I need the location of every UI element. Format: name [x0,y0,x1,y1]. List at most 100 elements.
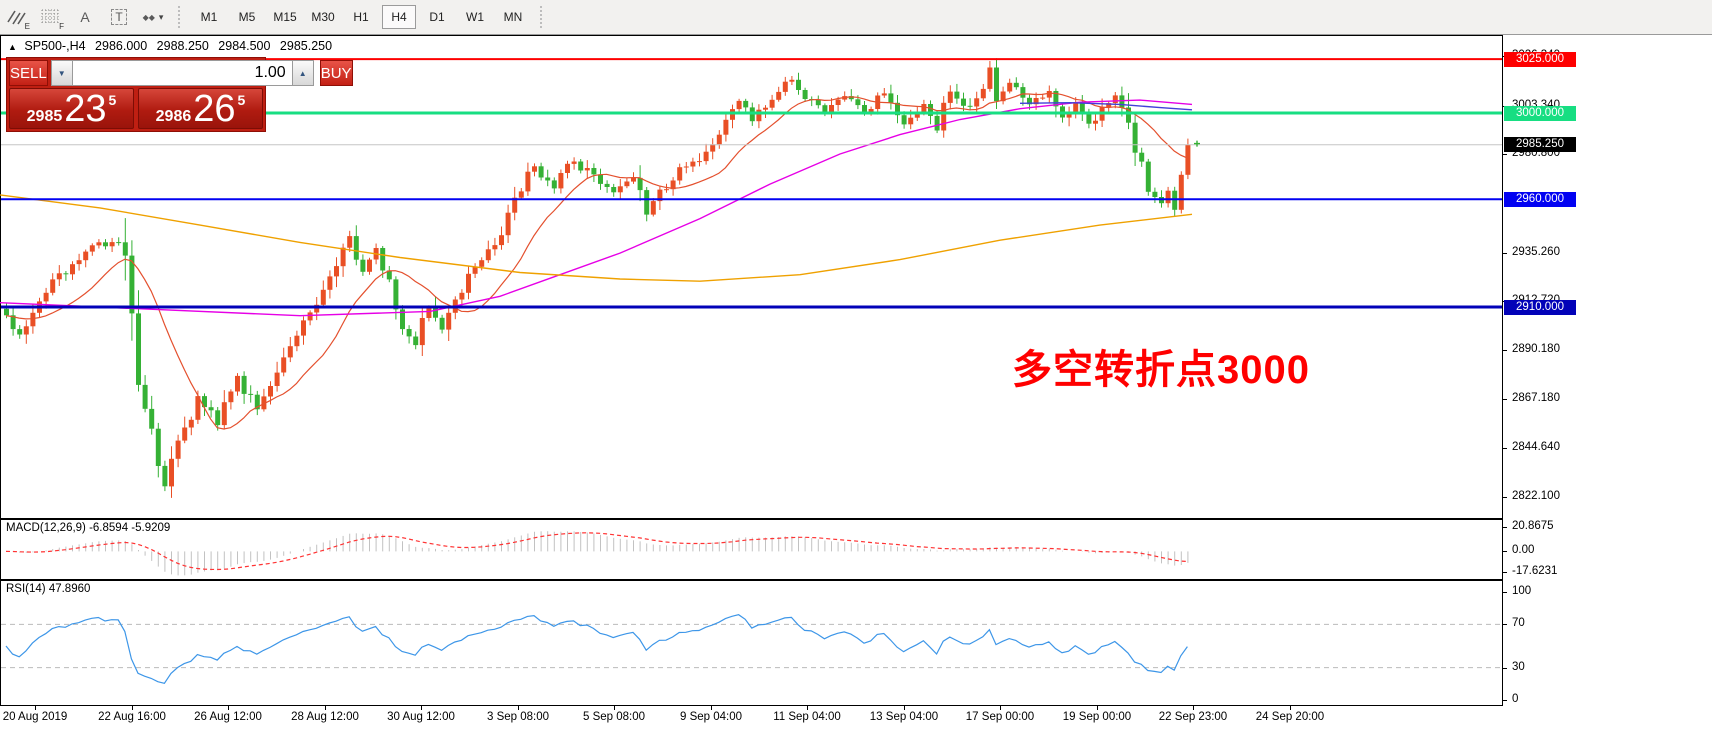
time-tick-mark [1193,706,1194,710]
ma-fast-red [5,92,1188,430]
macd-indicator-label: MACD(12,26,9) -6.8594 -5.9209 [6,522,171,534]
time-label: 22 Sep 23:00 [1158,711,1228,723]
time-tick-mark [1000,706,1001,710]
indicators-hatch-icon[interactable]: E [6,5,30,31]
chart-title-bar: ▲ SP500-,H4 2986.000 2988.250 2984.500 2… [8,39,338,53]
rsi-tick-mark [1503,624,1507,625]
macd-axis-label: -17.6231 [1512,565,1558,577]
timeframe-h4[interactable]: H4 [382,5,416,29]
rsi-tick-mark [1503,700,1507,701]
time-label: 3 Sep 08:00 [486,711,550,723]
textbox-icon[interactable]: T [108,5,130,29]
bar-high-value: 2988.250 [156,39,209,53]
price-tick-mark [1503,350,1507,351]
volume-increase-button[interactable]: ▲ [291,60,314,86]
down-arrow-icon: ▼ [57,68,66,78]
rsi-panel-canvas[interactable] [0,580,1503,706]
macd-tick-mark [1503,527,1507,528]
textbox-icon-glyph: T [111,9,127,25]
time-label: 17 Sep 00:00 [965,711,1035,723]
ma-magenta [0,99,1193,317]
grid-icon[interactable]: F [40,5,64,31]
bid-prefix: 2985 [26,108,63,125]
macd-panel-canvas[interactable] [0,519,1503,580]
timeframe-m5[interactable]: M5 [238,10,256,24]
time-tick-mark [1290,706,1291,710]
objects-icon-glyph: ◆◆ [142,12,155,22]
rsi-tick-mark [1503,592,1507,593]
ma-blue [1019,101,1193,111]
price-tick-mark [1503,253,1507,254]
rsi-axis-label: 100 [1512,585,1532,597]
drawing-tools-group: E F A T ◆◆ ▾ [0,5,170,31]
text-label-icon-glyph: A [80,9,90,25]
timeframe-d1[interactable]: D1 [429,10,445,24]
time-tick-mark [228,706,229,710]
time-label: 22 Aug 16:00 [98,711,166,723]
toolbar-separator [178,6,182,28]
bar-open-value: 2986.000 [95,39,148,53]
price-badge-3000-000: 3000.000 [1504,106,1576,121]
price-tick-label: 2844.640 [1512,441,1560,453]
price-axis[interactable]: 3026.3403003.3402980.8002935.2602912.720… [1503,35,1712,729]
sell-price-button[interactable]: 2985 23 5 [9,88,134,129]
time-tick-mark [711,706,712,710]
price-tick-label: 2890.180 [1512,343,1560,355]
symbol-label: SP500-,H4 [24,39,86,53]
price-tick-mark [1503,399,1507,400]
buy-price-button[interactable]: 2986 26 5 [138,88,263,129]
timeframe-m1[interactable]: M1 [200,10,218,24]
volume-decrease-button[interactable]: ▼ [50,60,73,86]
order-panel-quote-row: 2985 23 5 2986 26 5 [9,88,263,129]
timeframe-h1[interactable]: H1 [353,10,369,24]
price-badge-2985-250: 2985.250 [1504,137,1576,152]
price-tick-label: 2822.100 [1512,490,1560,502]
time-tick-mark [807,706,808,710]
time-label: 28 Aug 12:00 [291,711,359,723]
bar-low-value: 2984.500 [218,39,271,53]
text-label-icon[interactable]: A [74,5,96,29]
time-tick-mark [421,706,422,710]
timeframe-w1[interactable]: W1 [466,10,484,24]
ask-pip-digit: 5 [237,92,246,108]
time-label: 26 Aug 12:00 [194,711,262,723]
time-label: 13 Sep 04:00 [869,711,939,723]
ask-big-digits: 26 [193,87,236,130]
macd-tick-mark [1503,572,1507,573]
grid-icon-sub: F [59,22,64,31]
price-badge-2960-000: 2960.000 [1504,192,1576,207]
macd-tick-mark [1503,551,1507,552]
timeframe-mn[interactable]: MN [503,10,523,24]
collapse-arrow-icon[interactable]: ▲ [8,42,17,52]
ask-prefix: 2986 [155,108,192,125]
rsi-tick-mark [1503,668,1507,669]
sell-button[interactable]: SELL [9,60,48,86]
volume-input[interactable] [72,60,292,86]
objects-icon[interactable]: ◆◆ ▾ [142,5,164,29]
time-tick-mark [325,706,326,710]
macd-axis-label: 20.8675 [1512,520,1554,532]
dropdown-caret-icon: ▾ [158,11,164,22]
time-label: 20 Aug 2019 [2,711,68,723]
toolbar-separator [540,6,544,28]
rsi-axis-label: 70 [1512,617,1525,629]
time-axis[interactable]: 20 Aug 2019 22 Aug 16:00 26 Aug 12:00 28 Au… [0,706,1503,729]
up-arrow-icon: ▲ [298,68,307,78]
timeframe-m30[interactable]: M30 [311,10,335,24]
price-badge-2910-000: 2910.000 [1504,300,1576,315]
ma-orange [0,194,1193,282]
bid-pip-digit: 5 [108,92,117,108]
time-label: 9 Sep 04:00 [679,711,743,723]
macd-signal-line [5,532,1188,571]
time-tick-mark [518,706,519,710]
timeframe-m15[interactable]: M15 [273,10,297,24]
buy-button[interactable]: BUY [319,60,353,86]
indicators-hatch-icon-sub: E [24,22,30,31]
time-tick-mark [132,706,133,710]
rsi-indicator-label: RSI(14) 47.8960 [6,583,91,595]
price-tick-mark [1503,154,1507,155]
price-tick-label: 2935.260 [1512,246,1560,258]
order-panel: SELL ▼ ▲ BUY 2985 23 5 [6,57,353,132]
macd-axis-label: 0.00 [1512,544,1535,556]
